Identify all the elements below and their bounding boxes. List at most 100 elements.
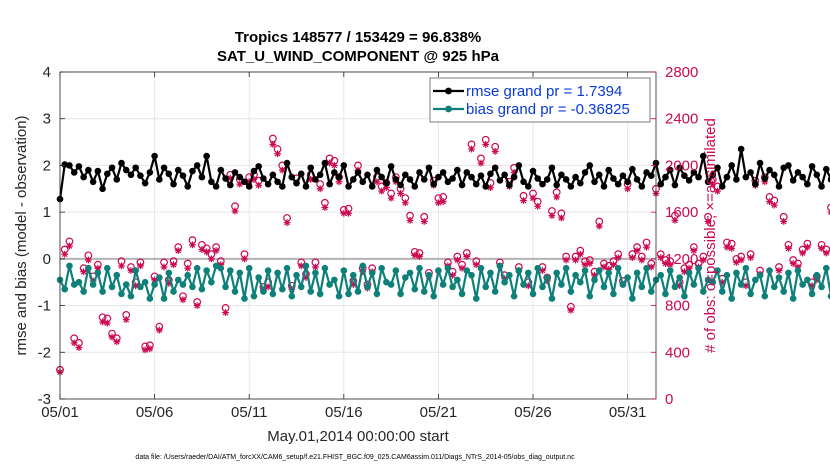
obs-assimilated-stroke [147, 345, 153, 352]
bias-point [657, 271, 665, 279]
obs-assimilated-stroke [596, 223, 603, 230]
rmse-point [193, 162, 201, 169]
bias-point [808, 290, 816, 298]
rmse-point [789, 177, 797, 184]
obs-assimilated-stroke [340, 210, 347, 217]
bias-point [402, 274, 409, 281]
bias-point [80, 288, 87, 295]
obs-assimilated-stroke [109, 334, 115, 340]
bias-point [690, 281, 698, 288]
obs-assimilated-marker [108, 333, 116, 341]
obs-assimilated-stroke [388, 195, 394, 202]
bias-point [420, 288, 428, 295]
obs-assimilated-marker [113, 338, 121, 346]
rmse-point [690, 169, 698, 176]
rmse-point [553, 181, 560, 189]
obs-assimilated-stroke [322, 204, 328, 211]
bias-point [264, 267, 272, 274]
rmse-point [160, 164, 168, 172]
obs-assimilated-stroke [681, 268, 688, 275]
bias-point [203, 267, 210, 274]
bias-point [610, 290, 617, 298]
rmse-point [165, 170, 173, 178]
rmse-point [94, 167, 102, 175]
obs-assimilated-stroke [558, 215, 565, 221]
chart-subtitle: SAT_U_WIND_COMPONENT @ 925 hPa [217, 48, 500, 65]
obs-assimilated-marker [193, 302, 201, 309]
bias-point [151, 281, 158, 288]
rmse-point [321, 159, 329, 167]
rmse-point [411, 183, 419, 190]
obs-assimilated-stroke [397, 190, 404, 197]
obs-assimilated-marker [643, 243, 650, 251]
rmse-point [477, 172, 485, 180]
rmse-point [156, 176, 163, 183]
bias-point [510, 292, 518, 300]
obs-assimilated-marker [553, 193, 561, 201]
obs-assimilated-stroke [421, 218, 428, 225]
y-right-tick-label: 1600 [665, 204, 698, 221]
rmse-point [198, 173, 206, 181]
bias-point [302, 262, 310, 270]
rmse-point [624, 178, 631, 186]
bias-point [373, 290, 381, 298]
bias-point [165, 269, 173, 277]
obs-assimilated-stroke [241, 255, 248, 262]
x-tick-label: 05/06 [136, 404, 174, 421]
bias-point [193, 264, 201, 272]
rmse-point [108, 164, 116, 172]
obs-assimilated-stroke [274, 150, 281, 157]
bias-point [326, 281, 333, 288]
bias-point [629, 295, 636, 302]
rmse-point [666, 166, 674, 174]
bias-point [104, 264, 111, 272]
obs-assimilated-stroke [780, 218, 787, 225]
bias-point [99, 288, 106, 295]
bias-point [274, 269, 281, 277]
bias-point [132, 267, 139, 274]
obs-assimilated-marker [610, 261, 617, 269]
bias-point [364, 283, 371, 291]
obs-assimilated-marker [75, 344, 83, 352]
rmse-point [146, 169, 154, 176]
bias-point [359, 262, 367, 270]
rmse-point [345, 183, 352, 190]
obs-assimilated-stroke [690, 247, 697, 254]
obs-assimilated-marker [576, 250, 584, 258]
rmse-point [827, 176, 830, 183]
bias-point [794, 267, 802, 274]
legend-bias-sample [433, 105, 464, 113]
bias-point [681, 292, 688, 300]
obs-assimilated-marker [231, 207, 239, 215]
obs-assimilated-stroke [714, 188, 721, 194]
obs-assimilated-marker [789, 260, 797, 267]
obs-assimilated-stroke [99, 319, 106, 325]
obs-assimilated-stroke [402, 199, 409, 206]
rmse-point [373, 166, 381, 174]
obs-assimilated-stroke [799, 250, 806, 256]
bias-point [217, 264, 225, 272]
obs-assimilated-marker [548, 212, 556, 220]
obs-assimilated-stroke [705, 218, 711, 225]
x-tick-label: 05/26 [514, 404, 552, 421]
rmse-point [349, 176, 357, 183]
bias-point [439, 281, 447, 288]
bias-point [75, 278, 83, 286]
obs-assimilated-marker [704, 218, 712, 225]
rmse-point [118, 159, 125, 167]
rmse-point [647, 172, 655, 180]
bias-point [770, 283, 778, 291]
obs-assimilated-marker [99, 318, 106, 326]
rmse-point [425, 164, 433, 172]
rmse-point [577, 179, 584, 187]
y-right-tick-label: 400 [665, 344, 690, 361]
obs-assimilated-stroke [563, 257, 569, 263]
bias-point [170, 288, 177, 295]
bias-point [307, 288, 314, 295]
legend-rmse-label: rmse grand pr = 1.7394 [466, 83, 622, 100]
bias-point [633, 269, 641, 277]
rmse-point [543, 176, 551, 183]
obs-assimilated-stroke [61, 251, 68, 258]
rmse-point [742, 173, 750, 181]
obs-assimilated-marker [222, 309, 229, 316]
